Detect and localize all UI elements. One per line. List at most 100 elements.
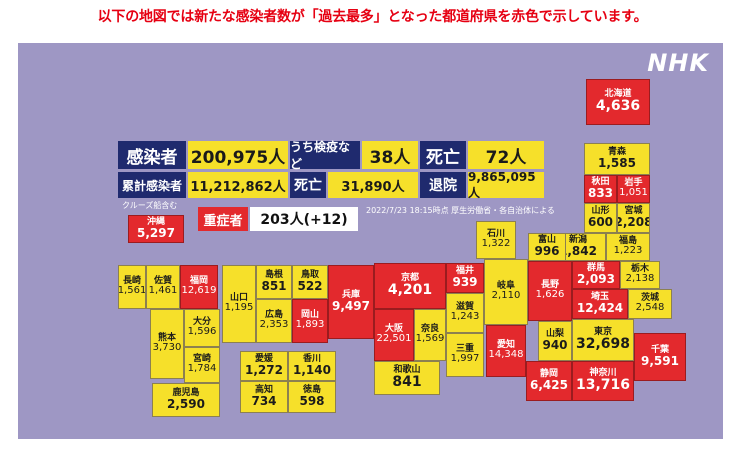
pref-saga-value: 1,461 (148, 285, 178, 297)
pref-tochigi-value: 2,138 (625, 273, 655, 285)
pref-nagano-name: 長野 (540, 280, 559, 291)
pref-kanagawa: 神奈川 13,716 (572, 361, 634, 401)
pref-kochi: 高知 734 (240, 381, 288, 413)
pref-kagawa-value: 1,140 (293, 363, 331, 378)
pref-shimane: 島根 851 (256, 265, 292, 299)
deaths-value: 72人 (468, 141, 544, 169)
pref-fukushima: 福島 1,223 (606, 233, 650, 261)
cumulative-deaths-label: 死亡 (290, 172, 326, 198)
cumulative-label: 累計感染者 (118, 172, 186, 198)
pref-wakayama: 和歌山 841 (374, 361, 440, 395)
pref-kagoshima: 鹿児島 2,590 (152, 383, 220, 417)
pref-ibaraki: 茨城 2,548 (628, 289, 672, 319)
pref-shimane-name: 島根 (264, 269, 283, 280)
pref-hyogo: 兵庫 9,497 (328, 265, 374, 339)
pref-kyoto: 京都 4,201 (374, 263, 446, 309)
pref-kyoto-name: 京都 (400, 272, 419, 283)
pref-niigata-name: 新潟 (568, 234, 587, 245)
pref-fukuoka-name: 福岡 (189, 276, 208, 287)
pref-okayama-name: 岡山 (300, 310, 319, 321)
pref-miyazaki-value: 1,784 (187, 363, 217, 375)
pref-shimane-value: 851 (261, 279, 287, 294)
pref-shizuoka-value: 6,425 (530, 378, 568, 393)
cumulative-value: 11,212,862人 (188, 172, 288, 198)
pref-saitama-value: 12,424 (576, 301, 624, 316)
pref-hiroshima: 広島 2,353 (256, 299, 292, 343)
pref-akita: 秋田 833 (584, 175, 617, 203)
pref-miyazaki-name: 宮崎 (192, 354, 211, 365)
pref-nara: 奈良 1,569 (414, 309, 446, 361)
pref-iwate: 岩手 1,051 (617, 175, 650, 203)
pref-ishikawa-value: 1,322 (481, 238, 511, 250)
new-cases-label: 感染者 (118, 141, 186, 169)
pref-aomori: 青森 1,585 (584, 143, 650, 175)
source-note: 2022/7/23 18:15時点 厚生労働省・各自治体による (366, 206, 555, 215)
pref-fukushima-value: 1,223 (613, 245, 643, 257)
deaths-label: 死亡 (420, 141, 466, 169)
pref-ehime-name: 愛媛 (254, 353, 273, 364)
pref-okinawa-value: 5,297 (137, 226, 175, 241)
nhk-logo: NHK (647, 49, 709, 77)
pref-tochigi: 栃木 2,138 (620, 261, 660, 289)
pref-nagasaki-name: 長崎 (122, 276, 141, 287)
pref-fukushima-name: 福島 (618, 236, 637, 247)
pref-tokyo-value: 32,698 (575, 336, 631, 353)
pref-wakayama-value: 841 (392, 374, 422, 391)
pref-aichi: 愛知 14,348 (486, 325, 526, 377)
pref-niigata-value: 1,842 (559, 244, 597, 259)
pref-tokyo: 東京 32,698 (572, 319, 634, 361)
quarantine-value: 38人 (362, 141, 418, 169)
pref-okinawa-name: 沖縄 (146, 216, 165, 227)
pref-saga: 佐賀 1,461 (146, 265, 180, 309)
pref-fukui-value: 939 (452, 275, 478, 290)
pref-shiga: 滋賀 1,243 (446, 293, 484, 333)
pref-fukuoka: 福岡 12,619 (180, 265, 218, 309)
covid-map-panel: NHK 感染者 200,975人 うち検疫など 38人 死亡 72人 累計感染者… (18, 43, 723, 439)
pref-kagoshima-value: 2,590 (167, 397, 205, 412)
pref-mie-value: 1,997 (450, 353, 480, 365)
pref-tokushima-value: 598 (299, 394, 325, 409)
pref-kagawa-name: 香川 (302, 353, 321, 364)
pref-toyama-name: 富山 (537, 234, 556, 245)
pref-nagasaki: 長崎 1,561 (118, 265, 146, 309)
pref-iwate-value: 1,051 (619, 187, 648, 199)
pref-kumamoto-name: 熊本 (157, 333, 176, 344)
pref-gunma-name: 群馬 (586, 262, 605, 273)
pref-yamanashi: 山梨 940 (538, 321, 572, 361)
pref-yamagata: 山形 600 (584, 203, 617, 233)
pref-osaka-name: 大阪 (384, 324, 403, 335)
pref-ibaraki-name: 茨城 (640, 293, 659, 304)
pref-ibaraki-value: 2,548 (635, 302, 665, 314)
pref-yamanashi-name: 山梨 (545, 328, 564, 339)
pref-hyogo-name: 兵庫 (341, 289, 360, 300)
pref-wakayama-name: 和歌山 (393, 364, 421, 375)
pref-mie: 三重 1,997 (446, 333, 484, 377)
pref-tokyo-name: 東京 (593, 326, 612, 337)
pref-yamanashi-value: 940 (542, 338, 568, 353)
pref-fukuoka-value: 12,619 (181, 285, 217, 297)
pref-shizuoka-name: 静岡 (539, 368, 558, 379)
pref-hiroshima-value: 2,353 (259, 319, 289, 331)
pref-mie-name: 三重 (455, 344, 474, 355)
severe-label: 重症者 (198, 207, 248, 231)
caption-banner: 以下の地図では新たな感染者数が「過去最多」となった都道府県を赤色で示しています。 (97, 9, 648, 25)
pref-tochigi-name: 栃木 (630, 264, 649, 275)
pref-shiga-value: 1,243 (450, 311, 480, 323)
discharged-label: 退院 (420, 172, 466, 198)
pref-osaka: 大阪 22,501 (374, 309, 414, 361)
pref-miyagi-name: 宮城 (624, 205, 643, 216)
pref-ehime: 愛媛 1,272 (240, 351, 288, 381)
pref-hyogo-value: 9,497 (332, 299, 370, 314)
pref-tokushima-name: 徳島 (302, 384, 321, 395)
pref-gunma-value: 2,093 (577, 272, 615, 287)
pref-ehime-value: 1,272 (245, 363, 283, 378)
pref-tokushima: 徳島 598 (288, 381, 336, 413)
pref-yamagata-value: 600 (587, 215, 614, 230)
pref-saga-name: 佐賀 (153, 276, 172, 287)
pref-okinawa: 沖縄 5,297 (128, 215, 184, 243)
pref-oita-value: 1,596 (187, 326, 217, 338)
pref-chiba: 千葉 9,591 (634, 333, 686, 381)
new-cases-value: 200,975人 (188, 141, 288, 169)
pref-aichi-value: 14,348 (488, 349, 524, 361)
pref-osaka-value: 22,501 (376, 333, 412, 345)
